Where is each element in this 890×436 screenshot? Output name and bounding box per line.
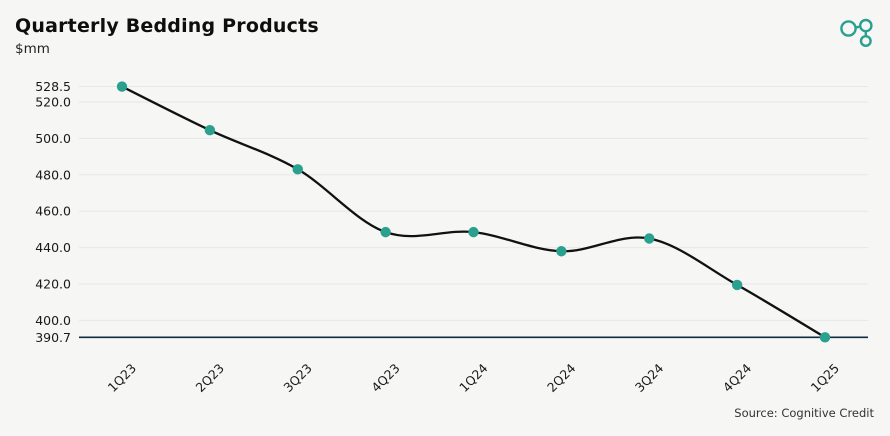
- cognitive-credit-logo-icon: [840, 18, 873, 48]
- y-axis-tick-label: 480.0: [35, 167, 71, 182]
- source-note: Source: Cognitive Credit: [734, 406, 874, 420]
- y-axis-tick-label: 420.0: [35, 277, 71, 292]
- data-point-1q24[interactable]: [468, 226, 479, 238]
- logo-circle-large: [840, 20, 857, 37]
- x-axis-tick-label: 2Q24: [544, 360, 578, 394]
- y-axis-tick-label: 400.0: [35, 313, 71, 328]
- page-title: Quarterly Bedding Products: [15, 15, 319, 37]
- x-axis-tick-label: 4Q24: [720, 360, 754, 394]
- x-axis-tick-label: 3Q23: [280, 361, 314, 395]
- y-axis-tick-label: 440.0: [35, 240, 71, 255]
- logo-circle-small: [859, 35, 872, 48]
- y-axis-tick-label: 390.7: [35, 330, 71, 345]
- x-axis-tick-label: 4Q23: [368, 361, 402, 395]
- x-axis-tick-label: 3Q24: [632, 360, 666, 394]
- y-axis-tick-label: 460.0: [35, 204, 71, 219]
- x-axis-tick-label: 1Q25: [808, 361, 842, 395]
- data-point-4q23[interactable]: [380, 226, 391, 238]
- x-axis-tick-label: 2Q23: [193, 361, 227, 395]
- y-axis-tick-label: 528.5: [35, 79, 71, 94]
- data-point-4q24[interactable]: [731, 279, 743, 291]
- y-axis-tick-label: 500.0: [35, 131, 71, 146]
- data-point-1q23[interactable]: [116, 81, 128, 92]
- x-axis-tick-label: 1Q24: [456, 360, 490, 394]
- series-line: [120, 85, 827, 339]
- x-axis-tick-label: 1Q23: [105, 361, 139, 395]
- data-point-1q25[interactable]: [819, 332, 831, 343]
- y-axis-tick-label: 520.0: [35, 95, 71, 110]
- chart-units-label: $mm: [15, 40, 50, 57]
- data-point-3q24[interactable]: [644, 233, 655, 244]
- data-point-2q23[interactable]: [204, 125, 216, 136]
- data-point-3q23[interactable]: [292, 164, 303, 175]
- chart-header: Quarterly Bedding Products $mm: [15, 15, 319, 57]
- data-point-2q24[interactable]: [556, 246, 567, 257]
